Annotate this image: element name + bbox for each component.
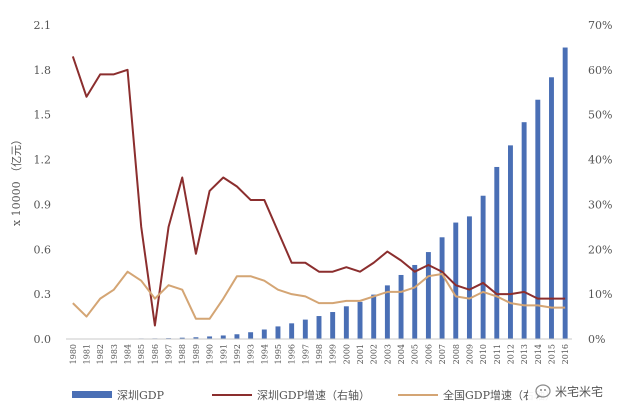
x-tick-label: 1990 bbox=[206, 344, 215, 364]
x-tick-label: 2014 bbox=[534, 344, 543, 364]
y2-tick-label: 0% bbox=[588, 333, 605, 346]
bar-2010 bbox=[481, 196, 486, 339]
x-tick-label: 1983 bbox=[110, 344, 119, 364]
bar-2015 bbox=[549, 77, 554, 339]
bar-2007 bbox=[440, 237, 445, 339]
x-tick-label: 2013 bbox=[520, 344, 529, 364]
x-tick-label: 2006 bbox=[424, 344, 433, 364]
y2-tick-label: 40% bbox=[588, 154, 612, 167]
x-tick-label: 2008 bbox=[452, 344, 461, 364]
x-tick-label: 1987 bbox=[165, 344, 174, 364]
bar-2005 bbox=[412, 265, 417, 339]
x-tick-label: 1996 bbox=[288, 344, 297, 364]
x-tick-label: 2003 bbox=[383, 344, 392, 364]
y-tick-label: 0.3 bbox=[34, 288, 52, 301]
watermark: 米宅米宅 bbox=[528, 381, 630, 403]
x-tick-label: 1984 bbox=[124, 344, 133, 364]
x-tick-label: 1988 bbox=[178, 344, 187, 364]
x-tick-label: 2010 bbox=[479, 344, 488, 364]
x-tick-label: 1989 bbox=[192, 344, 201, 364]
bar-1992 bbox=[234, 334, 239, 339]
y-tick-label: 0.0 bbox=[34, 333, 52, 346]
bar-1993 bbox=[248, 332, 253, 339]
legend-swatch-shenzhen-gdp bbox=[72, 391, 112, 398]
y-tick-label: 0.9 bbox=[34, 198, 52, 211]
y-tick-label: 1.8 bbox=[34, 64, 52, 77]
x-tick-label: 1998 bbox=[315, 344, 324, 364]
x-tick-label: 2005 bbox=[411, 344, 420, 364]
bar-1995 bbox=[276, 326, 281, 339]
y2-tick-label: 70% bbox=[588, 19, 612, 32]
x-tick-label: 2002 bbox=[370, 344, 379, 364]
x-tick-label: 2012 bbox=[506, 344, 515, 364]
y-tick-label: 1.2 bbox=[34, 154, 52, 167]
x-tick-label: 2000 bbox=[342, 344, 351, 364]
x-tick-label: 1986 bbox=[151, 344, 160, 364]
y2-tick-label: 60% bbox=[588, 64, 612, 77]
x-tick-label: 1981 bbox=[83, 344, 92, 364]
x-tick-label: 1992 bbox=[233, 344, 242, 364]
x-tick-label: 2009 bbox=[465, 344, 474, 364]
y-axis-label: x 10000 （亿元） bbox=[10, 134, 23, 226]
x-tick-label: 1982 bbox=[96, 344, 105, 364]
x-tick-label: 1995 bbox=[274, 344, 283, 364]
y2-tick-label: 20% bbox=[588, 243, 612, 256]
legend-label-shenzhen-gdp: 深圳GDP bbox=[117, 389, 165, 402]
y-tick-label: 0.6 bbox=[34, 243, 52, 256]
bar-1999 bbox=[330, 312, 335, 339]
bar-2009 bbox=[467, 216, 472, 339]
x-tick-label: 1991 bbox=[219, 344, 228, 364]
bar-2013 bbox=[522, 122, 527, 339]
x-tick-label: 1985 bbox=[137, 344, 146, 364]
bar-1997 bbox=[303, 320, 308, 339]
bar-2002 bbox=[371, 295, 376, 339]
legend: 深圳GDP 深圳GDP增速（右轴） 全国GDP增速（右轴） bbox=[72, 388, 556, 402]
y-tick-label: 2.1 bbox=[34, 19, 52, 32]
bar-1996 bbox=[289, 323, 294, 339]
x-tick-label: 2004 bbox=[397, 344, 406, 364]
legend-label-shenzhen-growth: 深圳GDP增速（右轴） bbox=[257, 388, 370, 402]
x-axis-ticks: 1980 1981 1982 1983 1984 1985 1986 1987 1988 1989… bbox=[69, 344, 570, 364]
x-tick-label: 2001 bbox=[356, 344, 365, 364]
bar-1998 bbox=[317, 316, 322, 339]
x-tick-label: 1994 bbox=[260, 344, 269, 364]
bar-1994 bbox=[262, 330, 267, 339]
y2-tick-label: 50% bbox=[588, 109, 612, 122]
x-tick-label: 1993 bbox=[247, 344, 256, 364]
x-tick-label: 1980 bbox=[69, 344, 78, 364]
bar-2000 bbox=[344, 306, 349, 339]
x-tick-label: 2011 bbox=[493, 344, 502, 364]
x-tick-label: 1997 bbox=[301, 344, 310, 364]
x-tick-label: 1999 bbox=[329, 344, 338, 364]
bar-2012 bbox=[508, 145, 513, 339]
bar-2008 bbox=[453, 223, 458, 339]
x-tick-label: 2016 bbox=[561, 344, 570, 364]
x-tick-label: 2007 bbox=[438, 344, 447, 364]
watermark-text: 米宅米宅 bbox=[555, 384, 603, 399]
y2-tick-label: 30% bbox=[588, 198, 612, 211]
bar-1991 bbox=[221, 335, 226, 339]
y2-tick-label: 10% bbox=[588, 288, 612, 301]
bar-2016 bbox=[563, 48, 568, 339]
y-tick-label: 1.5 bbox=[34, 109, 52, 122]
x-tick-label: 2015 bbox=[547, 344, 556, 364]
bar-2014 bbox=[535, 100, 540, 339]
bar-2011 bbox=[494, 167, 499, 339]
bar-2001 bbox=[358, 302, 363, 339]
bar-2004 bbox=[399, 275, 404, 339]
